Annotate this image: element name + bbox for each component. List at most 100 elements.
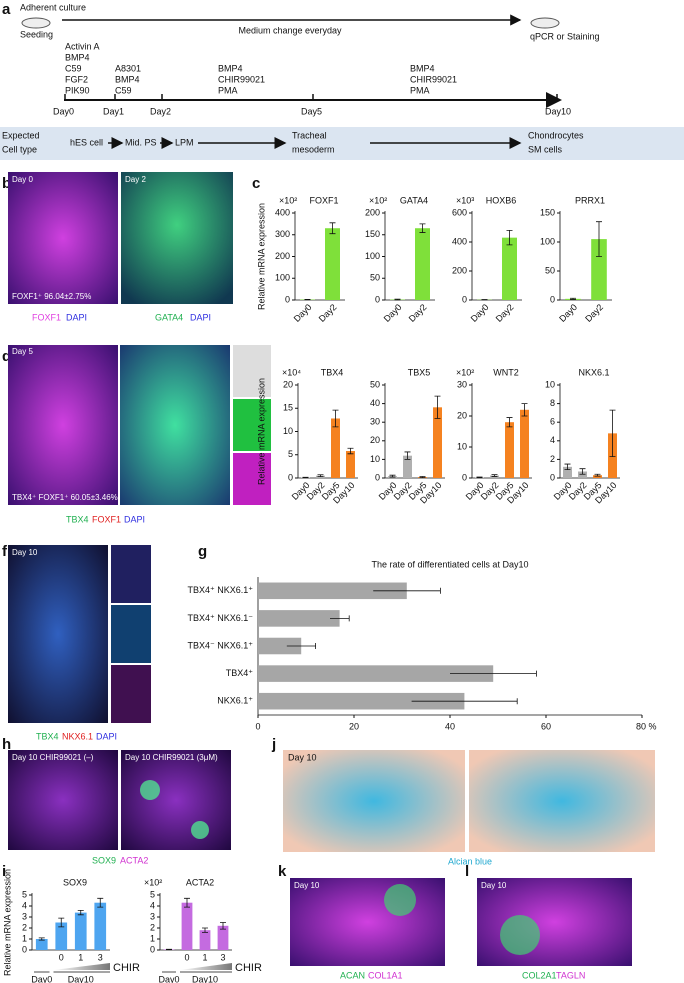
bar bbox=[258, 692, 465, 710]
error-bar bbox=[404, 451, 411, 460]
chart-title: TBX4 bbox=[321, 367, 344, 377]
micrograph bbox=[120, 345, 230, 505]
x-tick-label: 40 bbox=[445, 721, 455, 731]
bar bbox=[502, 237, 517, 300]
group-label: Day10 bbox=[68, 974, 94, 983]
y-tick-label: 200 bbox=[365, 207, 380, 217]
y-tick-label: 150 bbox=[365, 229, 380, 239]
error-bar bbox=[570, 297, 576, 300]
gradient-label: CHIR bbox=[235, 962, 262, 974]
error-bar bbox=[609, 409, 616, 458]
y-tick-label: 0 bbox=[550, 294, 555, 304]
y-tick-label: 5 bbox=[288, 449, 293, 459]
y-tick-label: 0 bbox=[375, 294, 380, 304]
group-label: Day0 bbox=[158, 974, 179, 983]
cell-type: Tracheal bbox=[292, 130, 327, 140]
colony bbox=[140, 780, 160, 800]
reagent: C59 bbox=[65, 63, 82, 73]
bar bbox=[433, 407, 442, 478]
error-bar bbox=[491, 474, 498, 477]
micrograph bbox=[290, 878, 445, 966]
y-tick-label: 1 bbox=[22, 933, 27, 943]
y-tick-label: 2 bbox=[550, 454, 555, 464]
error-bar bbox=[389, 474, 396, 478]
reagent: CHIR99021 bbox=[218, 74, 265, 84]
cell-type: Chondrocytes bbox=[528, 130, 584, 140]
stain-label: FOXF1 bbox=[92, 514, 121, 524]
bar bbox=[35, 939, 48, 950]
x-tick-label: Day2 bbox=[583, 302, 605, 324]
y-tick-label: 400 bbox=[452, 236, 467, 246]
stain-label: ACAN bbox=[340, 970, 365, 980]
error-bar bbox=[579, 468, 586, 475]
x-tick-label: 3 bbox=[220, 952, 225, 962]
y-tick-label: 100 bbox=[275, 273, 290, 283]
chart-title: The rate of differentiated cells at Day1… bbox=[372, 559, 529, 569]
gradient-wedge bbox=[180, 963, 232, 970]
stain-label: DAPI bbox=[124, 514, 145, 524]
stain-label: GATA4 bbox=[155, 312, 183, 322]
y-axis-label: Relative mRNA expression bbox=[256, 378, 266, 485]
stain-label: FOXF1 bbox=[32, 312, 61, 322]
cell-type: SM cells bbox=[528, 144, 563, 154]
reagent: C59 bbox=[115, 85, 132, 95]
stain-label: TBX4 bbox=[36, 731, 59, 741]
y-tick-label: 15 bbox=[283, 403, 293, 413]
bar bbox=[505, 422, 514, 478]
cell-type: LPM bbox=[175, 137, 194, 147]
bar bbox=[258, 582, 407, 600]
y-tick-label: 30 bbox=[457, 379, 467, 389]
image-label: Day 10 bbox=[481, 881, 507, 890]
stain-label: DAPI bbox=[190, 312, 211, 322]
stain-label: COL1A1 bbox=[368, 970, 403, 980]
panel-label: a bbox=[2, 1, 11, 18]
chart-title: FOXF1 bbox=[309, 195, 338, 205]
panel-label: i bbox=[2, 863, 6, 880]
reagent: BMP4 bbox=[65, 52, 90, 62]
reagent: Activin A bbox=[65, 41, 100, 51]
y-axis-label: Relative mRNA expression bbox=[256, 203, 266, 310]
micrograph bbox=[477, 878, 632, 966]
y-tick-label: 8 bbox=[550, 398, 555, 408]
scale-label: ×10³ bbox=[456, 195, 474, 205]
bar bbox=[591, 239, 607, 300]
x-tick-label: 0 bbox=[255, 721, 260, 731]
error-bar bbox=[58, 917, 65, 928]
y-tick-label: 30 bbox=[370, 417, 380, 427]
stain-label: Alcian blue bbox=[448, 856, 492, 866]
error-bar bbox=[564, 463, 571, 471]
error-bar bbox=[286, 643, 316, 649]
error-bar bbox=[596, 221, 602, 257]
day-label: Day2 bbox=[150, 106, 171, 116]
micrograph bbox=[8, 545, 108, 723]
y-tick-label: 10 bbox=[457, 441, 467, 451]
bar bbox=[346, 451, 355, 478]
y-tick-label: 20 bbox=[457, 410, 467, 420]
y-tick-label: 200 bbox=[452, 265, 467, 275]
panel-label: l bbox=[465, 863, 469, 880]
error-bar bbox=[373, 587, 441, 594]
bar bbox=[94, 902, 107, 950]
bar bbox=[74, 912, 87, 950]
timeline-text: Seeding bbox=[20, 29, 53, 39]
y-tick-label: TBX4⁺ NKX6.1⁺ bbox=[187, 585, 253, 595]
y-tick-label: 4 bbox=[150, 900, 155, 910]
bar bbox=[403, 455, 412, 478]
bar bbox=[258, 637, 302, 655]
y-axis-label: Relative mRNA expression bbox=[2, 869, 12, 976]
y-tick-label: 6 bbox=[550, 417, 555, 427]
reagent: PMA bbox=[410, 85, 430, 95]
x-tick-label: 0 bbox=[184, 952, 189, 962]
chart-title: ACTA2 bbox=[186, 877, 214, 887]
error-bar bbox=[97, 897, 104, 908]
error-bar bbox=[411, 698, 518, 705]
gradient-wedge bbox=[53, 963, 110, 970]
inset bbox=[233, 345, 271, 397]
y-tick-label: TBX4⁻ NKX6.1⁺ bbox=[187, 640, 253, 650]
y-tick-label: 50 bbox=[370, 273, 380, 283]
gradient-label: CHIR bbox=[113, 962, 140, 974]
y-tick-label: 400 bbox=[275, 207, 290, 217]
micrograph bbox=[8, 172, 118, 304]
panel-label: g bbox=[198, 543, 207, 560]
y-tick-label: 0 bbox=[462, 472, 467, 482]
